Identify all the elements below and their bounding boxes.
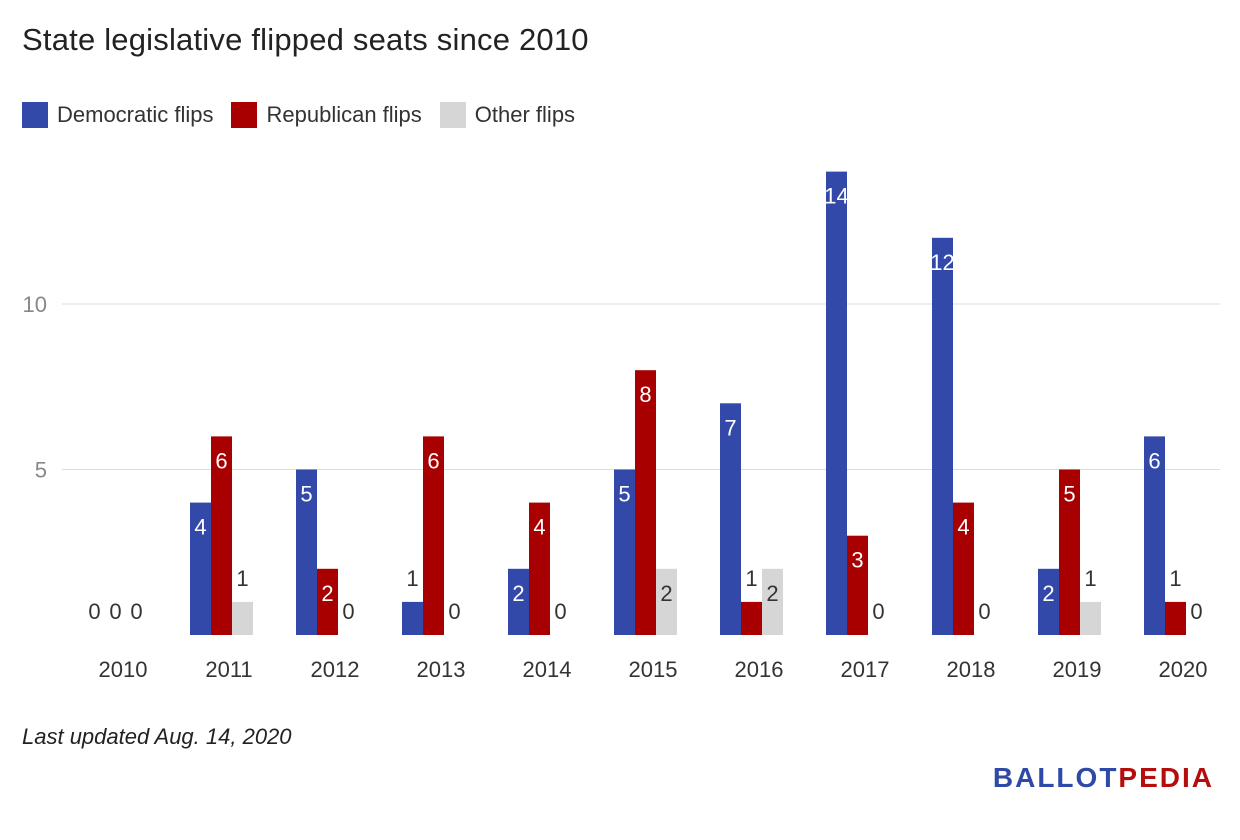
legend-label-other: Other flips [474, 102, 576, 127]
x-tick-label: 2012 [311, 657, 360, 682]
bar [190, 502, 211, 635]
data-label: 0 [978, 599, 990, 624]
x-tick-label: 2016 [735, 657, 784, 682]
data-label: 4 [194, 515, 206, 540]
bar [741, 601, 762, 635]
bar [932, 237, 953, 636]
legend-item-democratic: Democratic flips [22, 102, 213, 128]
x-tick-label: 2010 [99, 657, 148, 682]
chart-title: State legislative flipped seats since 20… [22, 22, 589, 57]
data-label: 0 [554, 599, 566, 624]
x-tick-label: 2017 [841, 657, 890, 682]
x-tick-label: 2015 [629, 657, 678, 682]
bar [720, 403, 741, 635]
data-label: 5 [1063, 482, 1075, 507]
data-label: 0 [342, 599, 354, 624]
y-tick-label: 5 [35, 458, 47, 483]
data-label: 1 [1169, 566, 1181, 591]
legend-label-republican: Republican flips [266, 102, 422, 127]
legend-swatch-republican [231, 102, 258, 128]
bar [826, 171, 847, 635]
x-tick-label: 2011 [205, 657, 252, 682]
data-label: 4 [957, 515, 969, 540]
bar [529, 502, 550, 635]
data-label: 2 [766, 581, 778, 606]
x-tick-label: 2013 [417, 657, 466, 682]
logo-text-pedia: PEDIA [1118, 762, 1214, 793]
bar [423, 436, 444, 635]
data-label: 14 [824, 184, 848, 209]
bar [1038, 568, 1059, 635]
data-label: 2 [1042, 581, 1054, 606]
bar [317, 568, 338, 635]
x-tick-label: 2014 [523, 657, 572, 682]
y-tick-label: 10 [23, 292, 47, 317]
data-label: 1 [236, 566, 248, 591]
data-label: 2 [660, 581, 672, 606]
bar [656, 568, 677, 635]
chart-legend: Democratic flips Republican flips Other … [22, 102, 593, 128]
bar [211, 436, 232, 635]
bar [847, 535, 868, 635]
logo-text-ballot: BALLOT [992, 762, 1119, 793]
x-tick-label: 2018 [947, 657, 996, 682]
data-label: 5 [618, 482, 630, 507]
data-label: 0 [109, 599, 121, 624]
bar [635, 370, 656, 635]
bar [614, 469, 635, 635]
data-label: 5 [300, 482, 312, 507]
bar [1144, 436, 1165, 635]
bar [296, 469, 317, 635]
bar [232, 601, 253, 635]
data-label: 7 [724, 415, 736, 440]
bar [1059, 469, 1080, 635]
data-label: 12 [930, 250, 954, 275]
legend-item-other: Other flips [439, 102, 576, 128]
data-label: 1 [745, 566, 757, 591]
last-updated-note: Last updated Aug. 14, 2020 [22, 724, 292, 749]
legend-label-democratic: Democratic flips [57, 102, 214, 127]
x-tick-label: 2020 [1159, 657, 1208, 682]
data-label: 6 [427, 448, 439, 473]
data-label: 2 [512, 581, 524, 606]
data-label: 6 [1148, 448, 1160, 473]
x-tick-label: 2019 [1053, 657, 1102, 682]
bar [508, 568, 529, 635]
data-label: 3 [851, 548, 863, 573]
legend-swatch-other [439, 102, 466, 128]
data-label: 0 [1190, 599, 1202, 624]
data-label: 2 [321, 581, 333, 606]
data-label: 0 [130, 599, 142, 624]
data-label: 6 [215, 448, 227, 473]
data-label: 4 [533, 515, 545, 540]
bar [953, 502, 974, 635]
data-label: 0 [88, 599, 100, 624]
bar [1080, 601, 1101, 635]
bar [1165, 601, 1186, 635]
data-label: 8 [639, 382, 651, 407]
data-label: 1 [1084, 566, 1096, 591]
ballotpedia-logo[interactable]: BALLOTPEDIA [993, 762, 1214, 794]
data-label: 0 [872, 599, 884, 624]
data-label: 0 [448, 599, 460, 624]
bar [762, 568, 783, 635]
legend-item-republican: Republican flips [231, 102, 422, 128]
data-label: 1 [406, 566, 418, 591]
legend-swatch-democratic [22, 102, 48, 128]
bar [402, 601, 423, 635]
